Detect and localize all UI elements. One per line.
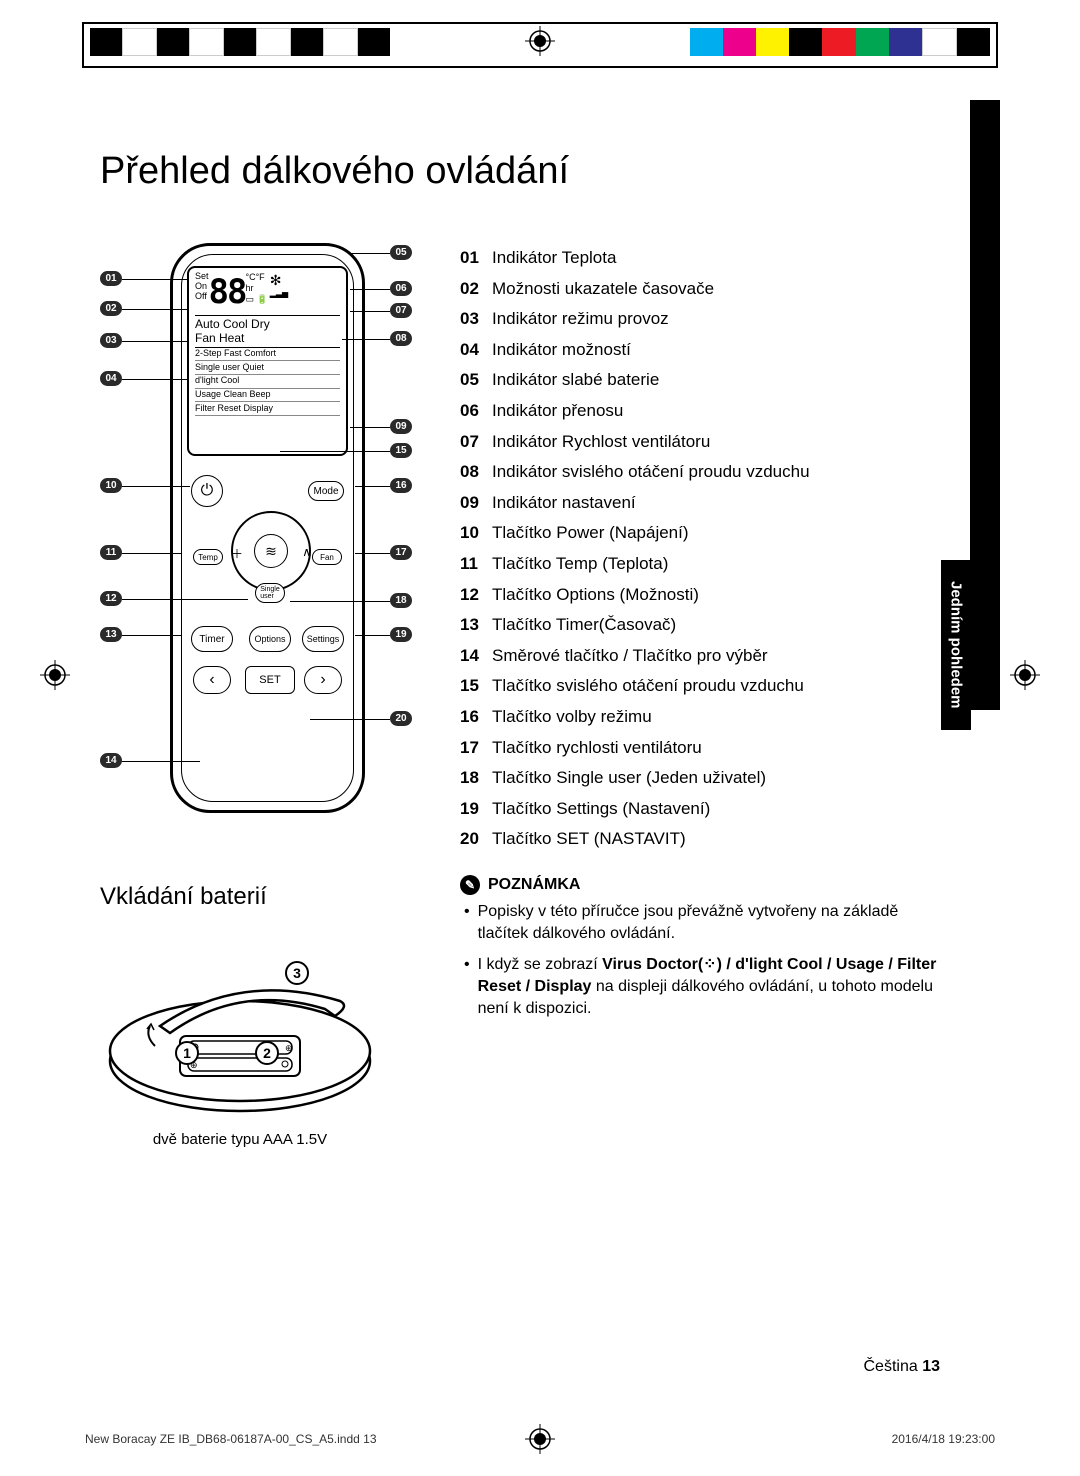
callout-01: 01 [100, 271, 122, 286]
note-heading: POZNÁMKA [488, 876, 580, 894]
callout-11: 11 [100, 545, 122, 560]
lcd-unit: °C°F [245, 272, 267, 283]
prev-button[interactable]: ‹ [193, 666, 231, 694]
legend-list: 01Indikátor Teplota02Možnosti ukazatele … [460, 243, 940, 855]
battery-caption: dvě baterie typu AAA 1.5V [100, 1131, 380, 1148]
note-item: Popisky v této příručce jsou převážně vy… [464, 901, 940, 946]
legend-item: 04Indikátor možností [460, 335, 940, 366]
legend-item: 12Tlačítko Options (Možnosti) [460, 580, 940, 611]
legend-item: 14Směrové tlačítko / Tlačítko pro výběr [460, 641, 940, 672]
single-user-button[interactable]: Single user [255, 583, 285, 603]
footer-filename: New Boracay ZE IB_DB68-06187A-00_CS_A5.i… [85, 1432, 377, 1446]
callout-20: 20 [390, 711, 412, 726]
legend-item: 05Indikátor slabé baterie [460, 365, 940, 396]
registration-mark-icon [525, 1424, 555, 1454]
settings-button[interactable]: Settings [302, 626, 344, 652]
registration-mark-icon [40, 660, 70, 690]
callout-13: 13 [100, 627, 122, 642]
legend-item: 07Indikátor Rychlost ventilátoru [460, 427, 940, 458]
lcd-temp-digits: 88 [209, 272, 246, 313]
legend-item: 11Tlačítko Temp (Teplota) [460, 549, 940, 580]
callout-10: 10 [100, 478, 122, 493]
legend-item: 18Tlačítko Single user (Jeden uživatel) [460, 763, 940, 794]
callout-15: 15 [390, 443, 412, 458]
battery-title: Vkládání baterií [100, 883, 430, 911]
registration-mark-icon [525, 26, 555, 56]
callout-06: 06 [390, 281, 412, 296]
swing-button[interactable]: ≋ [254, 534, 288, 568]
page-number: Čeština 13 [864, 1358, 941, 1376]
battery-step-2: 2 [255, 1041, 279, 1065]
grayscale-strip [90, 28, 390, 56]
options-button[interactable]: Options [249, 626, 291, 652]
page-title: Přehled dálkového ovládání [100, 150, 980, 193]
legend-item: 08Indikátor svislého otáčení proudu vzdu… [460, 457, 940, 488]
callout-17: 17 [390, 545, 412, 560]
legend-item: 17Tlačítko rychlosti ventilátoru [460, 733, 940, 764]
battery-step-1: 1 [175, 1041, 199, 1065]
legend-item: 16Tlačítko volby režimu [460, 702, 940, 733]
legend-item: 01Indikátor Teplota [460, 243, 940, 274]
callout-12: 12 [100, 591, 122, 606]
battery-section: Vkládání baterií ⊕ ⊕ 1 [100, 883, 430, 1148]
set-button[interactable]: SET [245, 666, 295, 694]
remote-lcd: Set On Off 88 °C°F hr ▭ 🔋 ✻▂▃▅ [187, 266, 348, 456]
note-block: ✎ POZNÁMKA Popisky v této příručce jsou … [460, 875, 940, 1021]
fan-icon: ✻▂▃▅ [270, 272, 288, 298]
note-item: I když se zobrazí Virus Doctor(⁘) / d'li… [464, 954, 940, 1021]
legend-item: 20Tlačítko SET (NASTAVIT) [460, 824, 940, 855]
lcd-options: 2-Step Fast Comfort Single user Quiet d'… [195, 348, 340, 416]
next-button[interactable]: › [304, 666, 342, 694]
timer-button[interactable]: Timer [191, 626, 233, 652]
registration-mark-icon [1010, 660, 1040, 690]
section-tab: Jedním pohledem [941, 560, 971, 730]
legend-item: 02Možnosti ukazatele časovače [460, 274, 940, 305]
legend-item: 06Indikátor přenosu [460, 396, 940, 427]
legend-item: 19Tlačítko Settings (Nastavení) [460, 794, 940, 825]
battery-step-3: 3 [285, 961, 309, 985]
callout-05: 05 [390, 245, 412, 260]
lcd-hr: hr [245, 283, 267, 294]
remote-diagram: Set On Off 88 °C°F hr ▭ 🔋 ✻▂▃▅ [100, 243, 430, 843]
note-icon: ✎ [460, 875, 480, 895]
callout-04: 04 [100, 371, 122, 386]
callout-08: 08 [390, 331, 412, 346]
legend-item: 13Tlačítko Timer(Časovač) [460, 610, 940, 641]
dpad[interactable]: ≋ ＋ ∧ [231, 511, 311, 591]
color-strip [690, 28, 990, 56]
margin-stripe [970, 100, 1000, 710]
legend-item: 10Tlačítko Power (Napájení) [460, 518, 940, 549]
page-content: Jedním pohledem Přehled dálkového ovládá… [100, 100, 980, 1376]
legend-item: 15Tlačítko svislého otáčení proudu vzduc… [460, 671, 940, 702]
footer-timestamp: 2016/4/18 19:23:00 [892, 1432, 995, 1446]
fan-button[interactable]: Fan [312, 549, 342, 565]
callout-18: 18 [390, 593, 412, 608]
legend-item: 09Indikátor nastavení [460, 488, 940, 519]
print-footer: New Boracay ZE IB_DB68-06187A-00_CS_A5.i… [85, 1432, 995, 1446]
legend-item: 03Indikátor režimu provoz [460, 304, 940, 335]
svg-text:⊕: ⊕ [285, 1043, 293, 1053]
callout-07: 07 [390, 303, 412, 318]
lcd-icons: ▭ 🔋 [245, 294, 267, 305]
power-button[interactable]: ⏻ [191, 475, 223, 507]
callout-02: 02 [100, 301, 122, 316]
print-crop-region [0, 0, 1080, 78]
callout-19: 19 [390, 627, 412, 642]
temp-button[interactable]: Temp [193, 549, 223, 565]
callout-16: 16 [390, 478, 412, 493]
mode-button[interactable]: Mode [308, 481, 344, 501]
lcd-modes: Auto Cool Dry Fan Heat [195, 315, 340, 348]
callout-03: 03 [100, 333, 122, 348]
lcd-off: Off [195, 292, 209, 302]
callout-14: 14 [100, 753, 122, 768]
callout-09: 09 [390, 419, 412, 434]
battery-diagram: ⊕ ⊕ 1 2 3 [100, 941, 380, 1121]
